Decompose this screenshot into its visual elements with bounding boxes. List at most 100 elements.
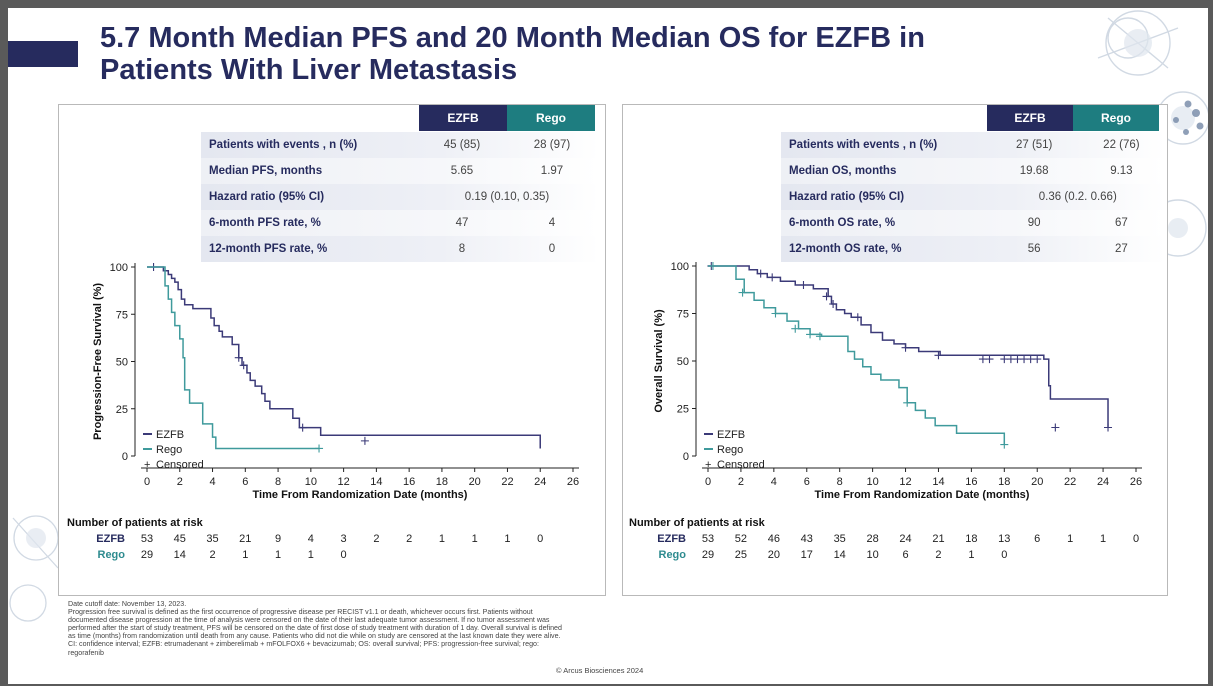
pfs-panel: EZFB Rego Patients with events , n (%) 4… xyxy=(58,104,606,596)
pfs-risk-rego-count: 1 xyxy=(242,549,248,561)
os-panel: EZFB Rego Patients with events , n (%) 2… xyxy=(622,104,1168,596)
os-x-tick-label: 8 xyxy=(837,476,843,488)
os-legend-censored-symbol: + xyxy=(705,459,711,471)
pfs-x-tick-label: 6 xyxy=(242,476,248,488)
pfs-risk-header: Number of patients at risk xyxy=(67,517,204,529)
os-censor-mark xyxy=(853,313,862,322)
os-x-tick-label: 26 xyxy=(1130,476,1142,488)
pfs-risk-ezfb-count: 53 xyxy=(141,533,153,545)
pfs-risk-ezfb-count: 45 xyxy=(174,533,186,545)
os-risk-rego-count: 6 xyxy=(902,549,908,561)
pfs-row-label: Patients with events , n (%) xyxy=(209,139,358,151)
os-row-label: Patients with events , n (%) xyxy=(789,139,938,151)
os-row-12month: 12-month OS rate, % 56 27 xyxy=(781,236,1165,262)
os-censor-mark xyxy=(1000,440,1009,449)
os-row-label: Median OS, months xyxy=(789,165,897,177)
os-row-hazard: Hazard ratio (95% CI) 0.36 (0.2. 0.66) xyxy=(781,184,1165,210)
pfs-row-12month: 12-month PFS rate, % 8 0 xyxy=(201,236,599,262)
os-legend-censored: Censored xyxy=(717,459,765,471)
pfs-censor-mark xyxy=(234,353,243,362)
pfs-rego-value: 0 xyxy=(548,243,556,255)
os-header-rego: Rego xyxy=(1073,105,1159,131)
os-row-median: Median OS, months 19.68 9.13 xyxy=(781,158,1165,184)
os-risk-ezfb-count: 1 xyxy=(1100,533,1106,545)
pfs-legend-censored-symbol: + xyxy=(144,459,150,471)
os-row-label: 12-month OS rate, % xyxy=(789,243,902,255)
pfs-ezfb-value: 47 xyxy=(455,217,469,229)
os-censor-mark xyxy=(985,355,994,364)
os-censor-mark xyxy=(806,330,815,339)
os-risk-ezfb-count: 43 xyxy=(801,533,813,545)
pfs-x-tick-label: 2 xyxy=(177,476,183,488)
pfs-censor-mark xyxy=(360,436,369,445)
pfs-risk-ezfb-count: 2 xyxy=(406,533,412,545)
os-rego-value: 27 xyxy=(1114,243,1128,255)
os-censor-mark xyxy=(815,332,824,341)
molecule-decoration-left-icon xyxy=(9,515,59,622)
os-risk-ezfb-count: 46 xyxy=(768,533,780,545)
os-ezfb-value: 90 xyxy=(1027,217,1041,229)
pfs-legend-rego: Rego xyxy=(156,444,182,456)
os-header-ezfb: EZFB xyxy=(987,105,1073,131)
pfs-risk-ezfb-count: 2 xyxy=(373,533,379,545)
os-censor-mark xyxy=(901,343,910,352)
pfs-y-tick-label: 100 xyxy=(110,262,128,274)
os-risk-rego-count: 1 xyxy=(968,549,974,561)
os-ezfb-value: 56 xyxy=(1027,243,1041,255)
os-rego-value: 67 xyxy=(1114,217,1128,229)
pfs-x-axis-label: Time From Randomization Date (months) xyxy=(253,489,468,501)
pfs-risk-ezfb-count: 1 xyxy=(472,533,478,545)
pfs-row-hazard: Hazard ratio (95% CI) 0.19 (0.10, 0.35) xyxy=(201,184,599,210)
os-ezfb-value: 19.68 xyxy=(1019,165,1049,177)
os-censor-mark xyxy=(903,398,912,407)
os-x-tick-label: 22 xyxy=(1064,476,1076,488)
footnote-line: Date cutoff date: November 13, 2023. xyxy=(68,600,187,608)
pfs-risk-rego-count: 1 xyxy=(275,549,281,561)
pfs-x-tick-label: 4 xyxy=(209,476,215,488)
pfs-row-label: 6-month PFS rate, % xyxy=(209,217,321,229)
slide-title: 5.7 Month Median PFS and 20 Month Median… xyxy=(100,22,1020,86)
os-legend-ezfb: EZFB xyxy=(717,429,745,441)
pfs-risk-ezfb-count: 21 xyxy=(239,533,251,545)
os-ezfb-value: 27 (51) xyxy=(1015,139,1053,151)
pfs-series-ezfb-line xyxy=(147,266,541,449)
os-censor-mark xyxy=(756,269,765,278)
os-row-label: 6-month OS rate, % xyxy=(789,217,896,229)
os-censor-mark xyxy=(1033,355,1042,364)
os-censor-mark xyxy=(771,309,780,318)
os-x-tick-label: 14 xyxy=(932,476,944,488)
os-risk-rego-count: 20 xyxy=(768,549,780,561)
os-x-tick-label: 18 xyxy=(998,476,1010,488)
pfs-x-tick-label: 26 xyxy=(567,476,579,488)
os-censor-mark xyxy=(708,262,717,270)
pfs-row-median: Median PFS, months 5.65 1.97 xyxy=(201,158,599,184)
os-y-tick-label: 0 xyxy=(683,451,689,463)
os-x-tick-label: 16 xyxy=(965,476,977,488)
pfs-risk-ezfb-label: EZFB xyxy=(96,533,125,545)
os-x-tick-label: 24 xyxy=(1097,476,1109,488)
pfs-x-tick-label: 20 xyxy=(469,476,481,488)
os-y-axis-label: Overall Survival (%) xyxy=(653,309,665,413)
copyright: © Arcus Biosciences 2024 xyxy=(556,666,644,675)
pfs-rego-value: 1.97 xyxy=(540,165,564,177)
pfs-risk-ezfb-count: 1 xyxy=(504,533,510,545)
os-censor-mark xyxy=(934,351,943,360)
os-risk-ezfb-count: 6 xyxy=(1034,533,1040,545)
footnote-line: CI: confidence interval; EZFB: etrumaden… xyxy=(68,640,539,657)
os-rego-value: 22 (76) xyxy=(1103,139,1140,151)
os-y-tick-label: 75 xyxy=(677,309,689,321)
os-risk-rego-count: 10 xyxy=(866,549,878,561)
os-censor-mark xyxy=(822,292,831,301)
pfs-y-tick-label: 25 xyxy=(116,404,128,416)
pfs-row-events: Patients with events , n (%) 45 (85) 28 … xyxy=(201,132,599,158)
pfs-row-label: Hazard ratio (95% CI) xyxy=(209,191,325,203)
pfs-censor-mark xyxy=(315,444,324,453)
os-x-tick-label: 10 xyxy=(866,476,878,488)
os-risk-rego-label: Rego xyxy=(659,549,687,561)
os-censor-mark xyxy=(791,324,800,333)
os-risk-ezfb-count: 21 xyxy=(932,533,944,545)
os-risk-rego-count: 29 xyxy=(702,549,714,561)
pfs-legend-censored: Censored xyxy=(156,459,204,471)
os-x-tick-label: 4 xyxy=(771,476,777,488)
